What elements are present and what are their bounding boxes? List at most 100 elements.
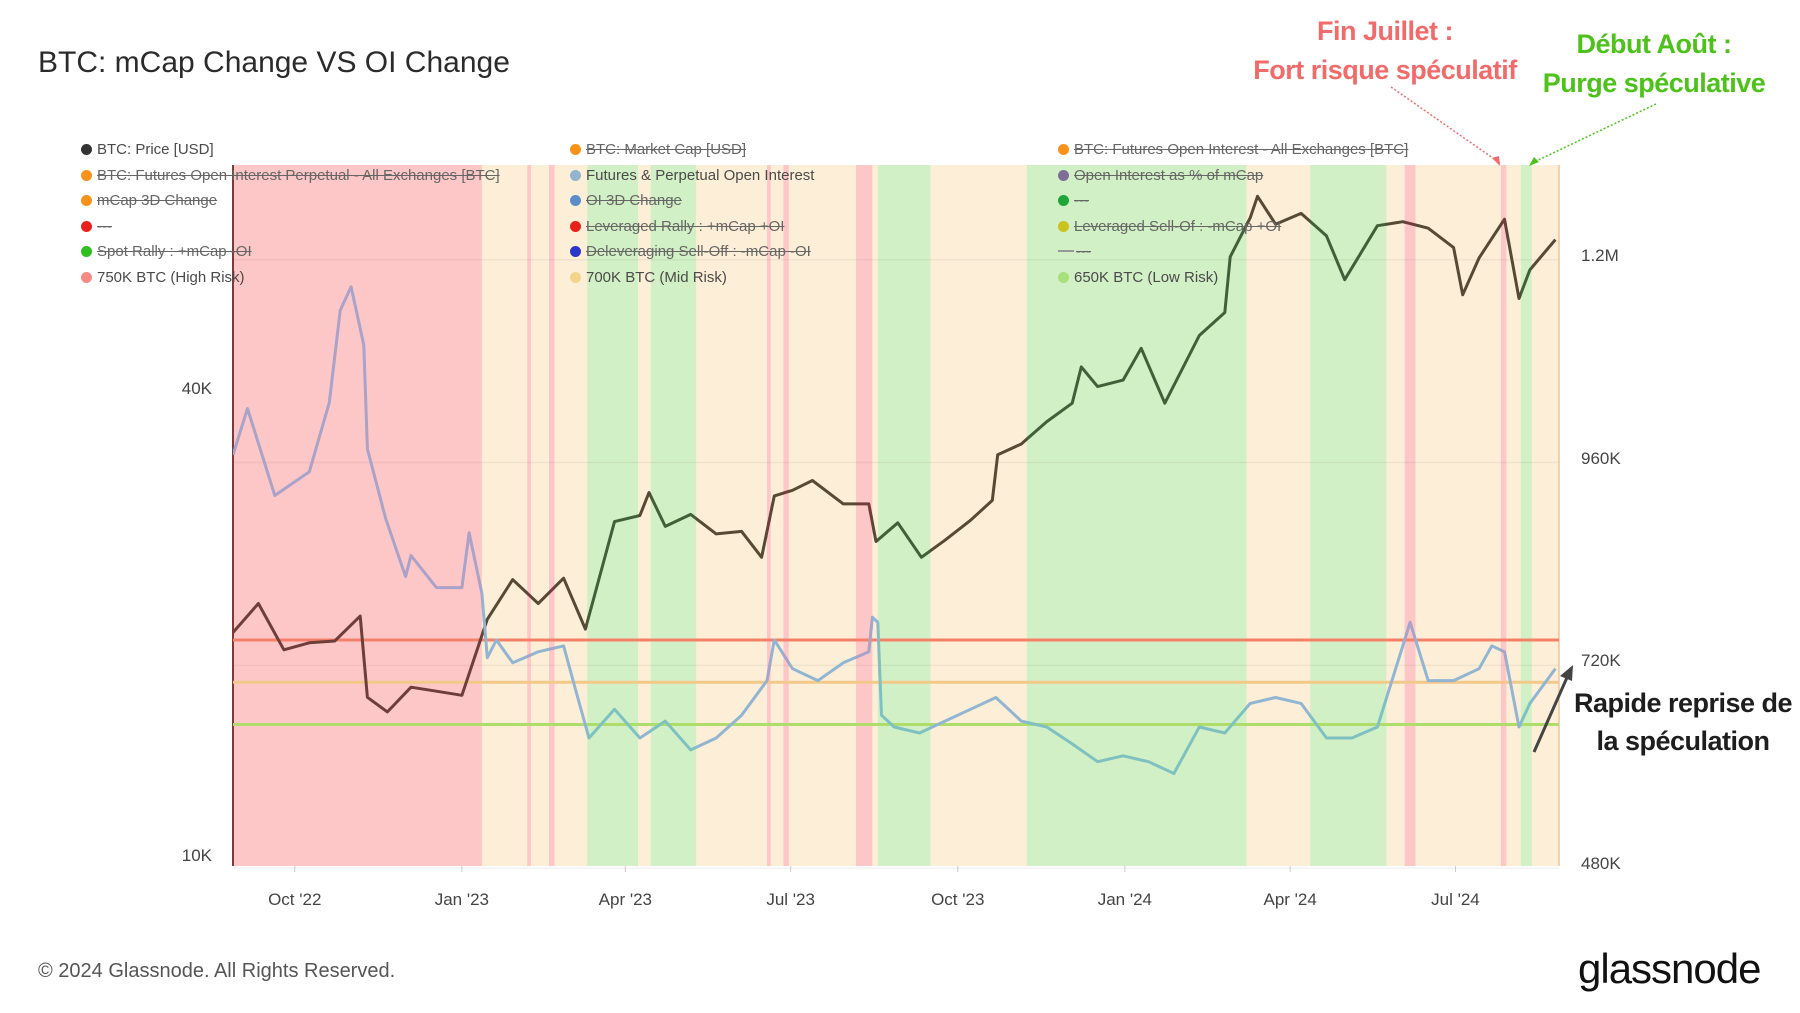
legend-label: Open Interest as % of mCap	[1074, 167, 1264, 184]
regime-band-mid	[1246, 165, 1311, 866]
annotation-fin-juillet-text: Fort risque spéculatif	[1253, 55, 1517, 85]
regime-band-low	[877, 165, 932, 866]
regime-band-low	[1310, 165, 1387, 866]
regime-band-mid	[530, 165, 550, 866]
legend-label: ---	[1076, 243, 1091, 260]
legend-item[interactable]: ---	[1058, 243, 1091, 260]
legend-item[interactable]: mCap 3D Change	[81, 192, 217, 209]
regime-band-mid	[872, 165, 879, 866]
legend-label: Leveraged Sell-Of : -mCap +OI	[1074, 218, 1282, 235]
y-right-tick-label: 720K	[1581, 651, 1621, 671]
regime-band-mid	[638, 165, 652, 866]
legend-dot-icon	[81, 246, 92, 257]
legend-dot-icon	[1058, 170, 1069, 181]
legend-dot-icon	[570, 246, 581, 257]
x-tick-label: Jul '23	[766, 890, 815, 909]
open-interest-line-segment	[233, 285, 483, 617]
legend-label: BTC: Futures Open Interest Perpetual - A…	[97, 167, 500, 184]
annotation-fin-juillet-title: Fin Juillet :	[1316, 16, 1454, 46]
legend-label: BTC: Price [USD]	[97, 141, 214, 158]
regime-band-mid	[1506, 165, 1522, 866]
y-right-tick-label: 1.2M	[1581, 245, 1619, 265]
x-tick-label: Oct '22	[268, 890, 322, 909]
price-line-segment	[1310, 219, 1387, 282]
x-tick-label: Jan '23	[434, 890, 489, 909]
legend-item[interactable]: BTC: Market Cap [USD]	[570, 141, 746, 158]
regime-band-mid	[696, 165, 768, 866]
legend-label: 700K BTC (Mid Risk)	[586, 269, 727, 286]
legend-item[interactable]: ---	[81, 218, 112, 235]
legend-dot-icon	[1058, 144, 1069, 155]
annotation-reprise-line1: Rapide reprise de	[1573, 688, 1793, 718]
regime-band-mid	[481, 165, 528, 866]
regime-band-mid	[930, 165, 1028, 866]
regime-band-high	[549, 165, 556, 866]
regime-band-high	[856, 165, 873, 866]
x-tick-label: Apr '23	[598, 890, 653, 909]
regime-band-high	[1404, 165, 1417, 866]
legend-label: BTC: Market Cap [USD]	[586, 141, 747, 158]
y-right-tick-label: 480K	[1581, 854, 1621, 874]
legend-item[interactable]: 700K BTC (Mid Risk)	[570, 269, 727, 286]
legend-item[interactable]: Leveraged Sell-Of : -mCap +OI	[1058, 218, 1281, 235]
legend-dot-icon	[81, 144, 92, 155]
legend-label: BTC: Futures Open Interest - All Exchang…	[1074, 141, 1409, 158]
regime-band-mid	[770, 165, 784, 866]
price-line-segment	[877, 521, 932, 559]
regime-band-mid	[788, 165, 857, 866]
legend-item[interactable]: Spot Rally : +mCap -OI	[81, 243, 252, 260]
y-left-tick-label: 10K	[181, 846, 212, 865]
regime-band-mid	[1386, 165, 1406, 866]
glassnode-logo: glassnode	[1578, 945, 1761, 992]
legend-dot-icon	[570, 221, 581, 232]
legend-item[interactable]: OI 3D Change	[570, 192, 682, 209]
fin-juillet-arrowhead-icon	[1492, 156, 1500, 166]
annotation-debut-aout-text: Purge spéculative	[1542, 68, 1766, 98]
regime-band-mid	[1531, 165, 1560, 866]
legend-label: OI 3D Change	[586, 192, 682, 209]
legend-dot-icon	[81, 195, 92, 206]
legend-label: Deleveraging Sell-Off : -mCap -OI	[586, 243, 811, 260]
legend-item[interactable]: 750K BTC (High Risk)	[81, 269, 245, 286]
legend-label: 650K BTC (Low Risk)	[1074, 269, 1219, 286]
legend-dot-icon	[81, 170, 92, 181]
legend-label: Spot Rally : +mCap -OI	[97, 243, 252, 260]
annotation-debut-aout-title: Début Août :	[1576, 29, 1732, 59]
legend-label: ---	[1074, 192, 1089, 209]
legend-dot-icon	[570, 170, 581, 181]
debut-aout-arrowhead-icon	[1529, 157, 1539, 166]
legend-item[interactable]: 650K BTC (Low Risk)	[1058, 269, 1218, 286]
legend-item[interactable]: BTC: Futures Open Interest Perpetual - A…	[81, 167, 500, 184]
regime-band-high	[527, 165, 532, 866]
legend-line-icon	[1058, 250, 1074, 252]
legend-item[interactable]: BTC: Futures Open Interest - All Exchang…	[1058, 141, 1408, 158]
annotation-reprise-line2: la spéculation	[1596, 726, 1770, 756]
legend-label: mCap 3D Change	[97, 192, 218, 209]
legend-item[interactable]: Deleveraging Sell-Off : -mCap -OI	[570, 243, 811, 260]
regime-band-mid	[1415, 165, 1502, 866]
x-tick-label: Jan '24	[1097, 890, 1152, 909]
regime-band-mid	[554, 165, 588, 866]
open-interest-line-segment	[1310, 691, 1387, 740]
legend-item[interactable]: Leveraged Rally : +mCap +OI	[570, 218, 784, 235]
copyright-footer: © 2024 Glassnode. All Rights Reserved.	[38, 960, 396, 982]
regime-band-high	[233, 165, 483, 866]
regime-band-low	[1520, 165, 1533, 866]
legend-item[interactable]: Open Interest as % of mCap	[1058, 167, 1263, 184]
legend-dot-icon	[81, 272, 92, 283]
legend-dot-icon	[570, 195, 581, 206]
y-left-tick-label: 40K	[181, 378, 212, 398]
legend-dot-icon	[81, 221, 92, 232]
legend-item[interactable]: Futures & Perpetual Open Interest	[570, 167, 814, 184]
legend-item[interactable]: BTC: Price [USD]	[81, 141, 214, 158]
reprise-arrow	[1532, 672, 1571, 753]
legend-item[interactable]: ---	[1058, 192, 1089, 209]
legend-dot-icon	[1058, 221, 1069, 232]
x-tick-label: Oct '23	[931, 890, 985, 909]
chart-title: BTC: mCap Change VS OI Change	[38, 46, 510, 79]
legend-dot-icon	[1058, 272, 1069, 283]
x-tick-label: Apr '24	[1263, 890, 1317, 909]
y-right-tick-label: 960K	[1581, 448, 1621, 468]
legend-dot-icon	[1058, 195, 1069, 206]
